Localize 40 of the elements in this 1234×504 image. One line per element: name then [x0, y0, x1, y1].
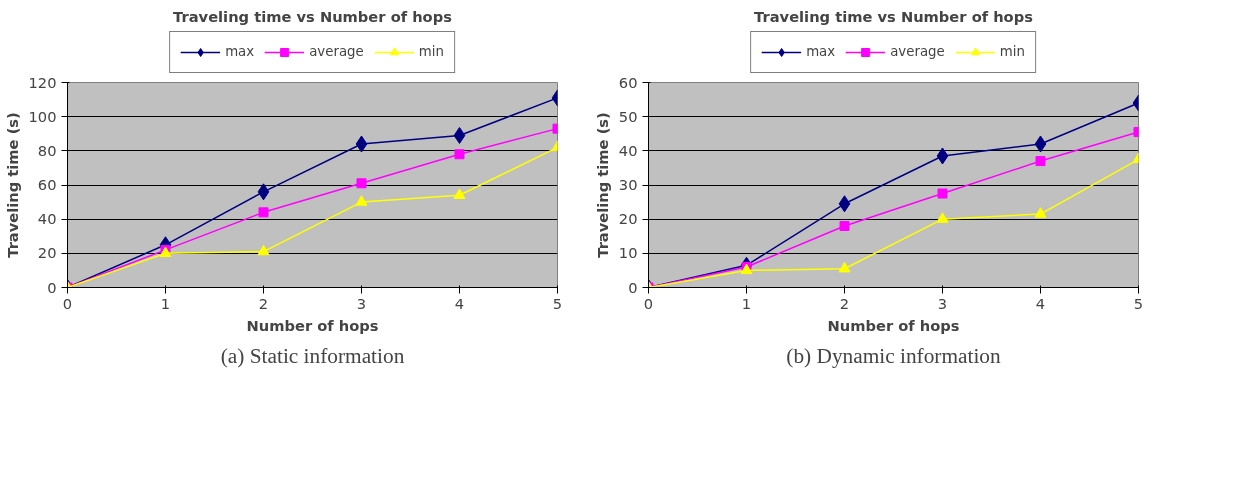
x-tick-label: 1 — [160, 294, 171, 312]
y-tick-label: 100 — [28, 107, 57, 125]
y-tick-label: 60 — [618, 73, 638, 91]
y-tick-label: 30 — [618, 176, 638, 193]
y-tick-label: 40 — [618, 141, 638, 159]
y-tick-label: 20 — [37, 244, 57, 262]
x-tick-label: 4 — [1035, 294, 1046, 312]
legend-label: max — [225, 44, 255, 59]
y-tick-label: 80 — [37, 141, 57, 159]
x-tick-label: 2 — [839, 294, 850, 312]
y-axis-title: Traveling time (s) — [3, 112, 21, 258]
legend-label: min — [418, 44, 444, 59]
x-tick-label: 5 — [552, 294, 563, 312]
y-tick-label: 10 — [618, 244, 638, 262]
legend-label: max — [806, 44, 836, 59]
legend-label: average — [309, 44, 364, 59]
x-tick-label: 5 — [1133, 294, 1144, 312]
y-tick-label: 40 — [37, 210, 57, 228]
x-axis-title: Number of hops — [827, 316, 960, 334]
x-tick-label: 4 — [454, 294, 465, 312]
y-tick-label: 20 — [618, 210, 638, 228]
y-tick-label: 0 — [47, 278, 57, 296]
x-tick-label: 2 — [258, 294, 269, 312]
y-tick-label: 50 — [618, 107, 638, 125]
legend-label: min — [999, 44, 1025, 59]
y-tick-label: 120 — [28, 73, 57, 91]
text: (b) Dynamic information — [786, 343, 1002, 368]
legend-label: average — [890, 44, 945, 59]
text: (a) Static information — [220, 343, 405, 368]
x-tick-label: 0 — [62, 294, 73, 312]
x-axis-title: Number of hops — [246, 316, 379, 334]
x-tick-label: 1 — [741, 294, 752, 312]
chart-title: Traveling time vs Number of hops — [173, 7, 453, 25]
x-tick-label: 3 — [937, 294, 948, 312]
x-tick-label: 3 — [356, 294, 367, 312]
y-tick-label: 0 — [628, 278, 638, 296]
x-tick-label: 0 — [643, 294, 654, 312]
y-axis-title: Traveling time (s) — [593, 112, 611, 258]
y-tick-label: 60 — [37, 176, 57, 193]
chart-title: Traveling time vs Number of hops — [754, 7, 1034, 25]
